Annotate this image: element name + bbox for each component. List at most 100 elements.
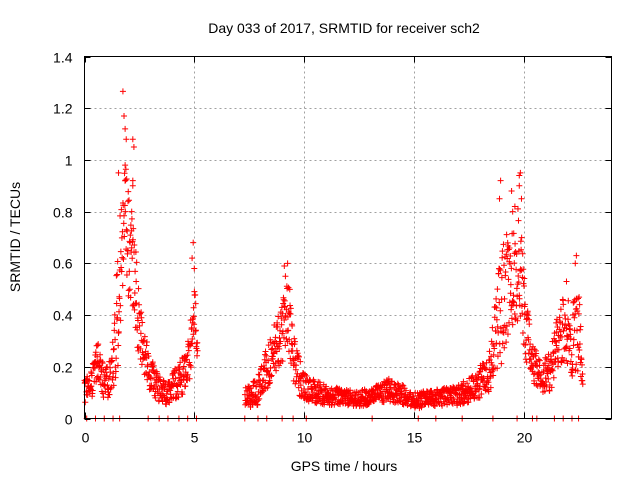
y-tick-label: 1.4 [53,50,73,66]
data-point [490,351,497,358]
data-point [575,310,582,317]
data-point [288,340,295,347]
data-point [548,384,555,391]
data-point [303,373,310,380]
data-point [134,326,141,333]
data-point [482,364,489,371]
data-point [278,321,285,328]
data-point [104,386,111,393]
data-point [109,357,116,364]
data-point [187,364,194,371]
data-point [264,384,271,391]
data-point [162,381,169,388]
data-point [316,379,323,386]
x-tick-label: 20 [517,430,533,446]
data-point [125,287,132,294]
data-point [331,401,338,408]
data-point [284,314,291,321]
data-point [143,338,150,345]
data-point [503,251,510,258]
data-point [86,377,93,384]
data-point [476,369,483,376]
data-point [275,362,282,369]
data-point [500,241,507,248]
y-tick-label: 0 [65,412,73,428]
data-point [138,361,145,368]
data-point [147,374,154,381]
data-point [114,314,121,321]
data-point [402,387,409,394]
data-point [493,295,500,302]
data-point [281,262,288,269]
data-point [526,356,533,363]
data-point [124,247,131,254]
data-point [284,260,291,267]
data-point [109,376,116,383]
data-point [84,392,91,399]
data-point [131,306,138,313]
data-point [285,327,292,334]
data-point [192,328,199,335]
data-point [558,333,565,340]
data-point [573,252,580,259]
data-point [137,345,144,352]
data-point [122,125,129,132]
data-point [511,260,518,267]
data-point [177,359,184,366]
plot-frame [84,56,612,419]
data-point [145,353,152,360]
data-point [156,374,163,381]
data-point [251,378,258,385]
data-point [287,305,294,312]
data-point [557,306,564,313]
data-point [460,378,467,385]
data-point [504,239,511,246]
data-point [575,295,582,302]
data-point [294,350,301,357]
data-point [270,349,277,356]
data-point [248,398,255,405]
data-point [121,112,128,119]
data-point [160,378,167,385]
data-point [478,390,485,397]
data-point [508,187,515,194]
data-point [119,282,126,289]
data-point [518,234,525,241]
y-tick-label: 0.8 [53,205,73,221]
data-point [282,303,289,310]
data-point [110,382,117,389]
data-point [510,292,517,299]
data-point [119,88,126,95]
data-point [281,297,288,304]
data-point [518,302,525,309]
y-tick-label: 1.2 [53,101,73,117]
data-point [493,316,500,323]
data-point [145,350,152,357]
data-point [113,316,120,323]
data-point [297,382,304,389]
data-point [129,177,136,184]
chart-title: Day 033 of 2017, SRMTID for receiver sch… [208,20,480,36]
data-point [428,387,435,394]
data-point [518,246,525,253]
data-point [268,346,275,353]
data-point [502,326,509,333]
data-point [575,344,582,351]
data-point [518,195,525,202]
data-point [338,387,345,394]
data-point [387,378,394,385]
data-point [522,341,529,348]
data-point [82,399,89,406]
data-point [467,384,474,391]
data-point [545,375,552,382]
data-point [149,359,156,366]
data-point [274,323,281,330]
data-point [563,343,570,350]
data-point [92,349,99,356]
data-point [111,320,118,327]
data-point [121,170,128,177]
data-point [302,389,309,396]
data-point [521,275,528,282]
data-point [126,286,133,293]
data-point [483,366,490,373]
